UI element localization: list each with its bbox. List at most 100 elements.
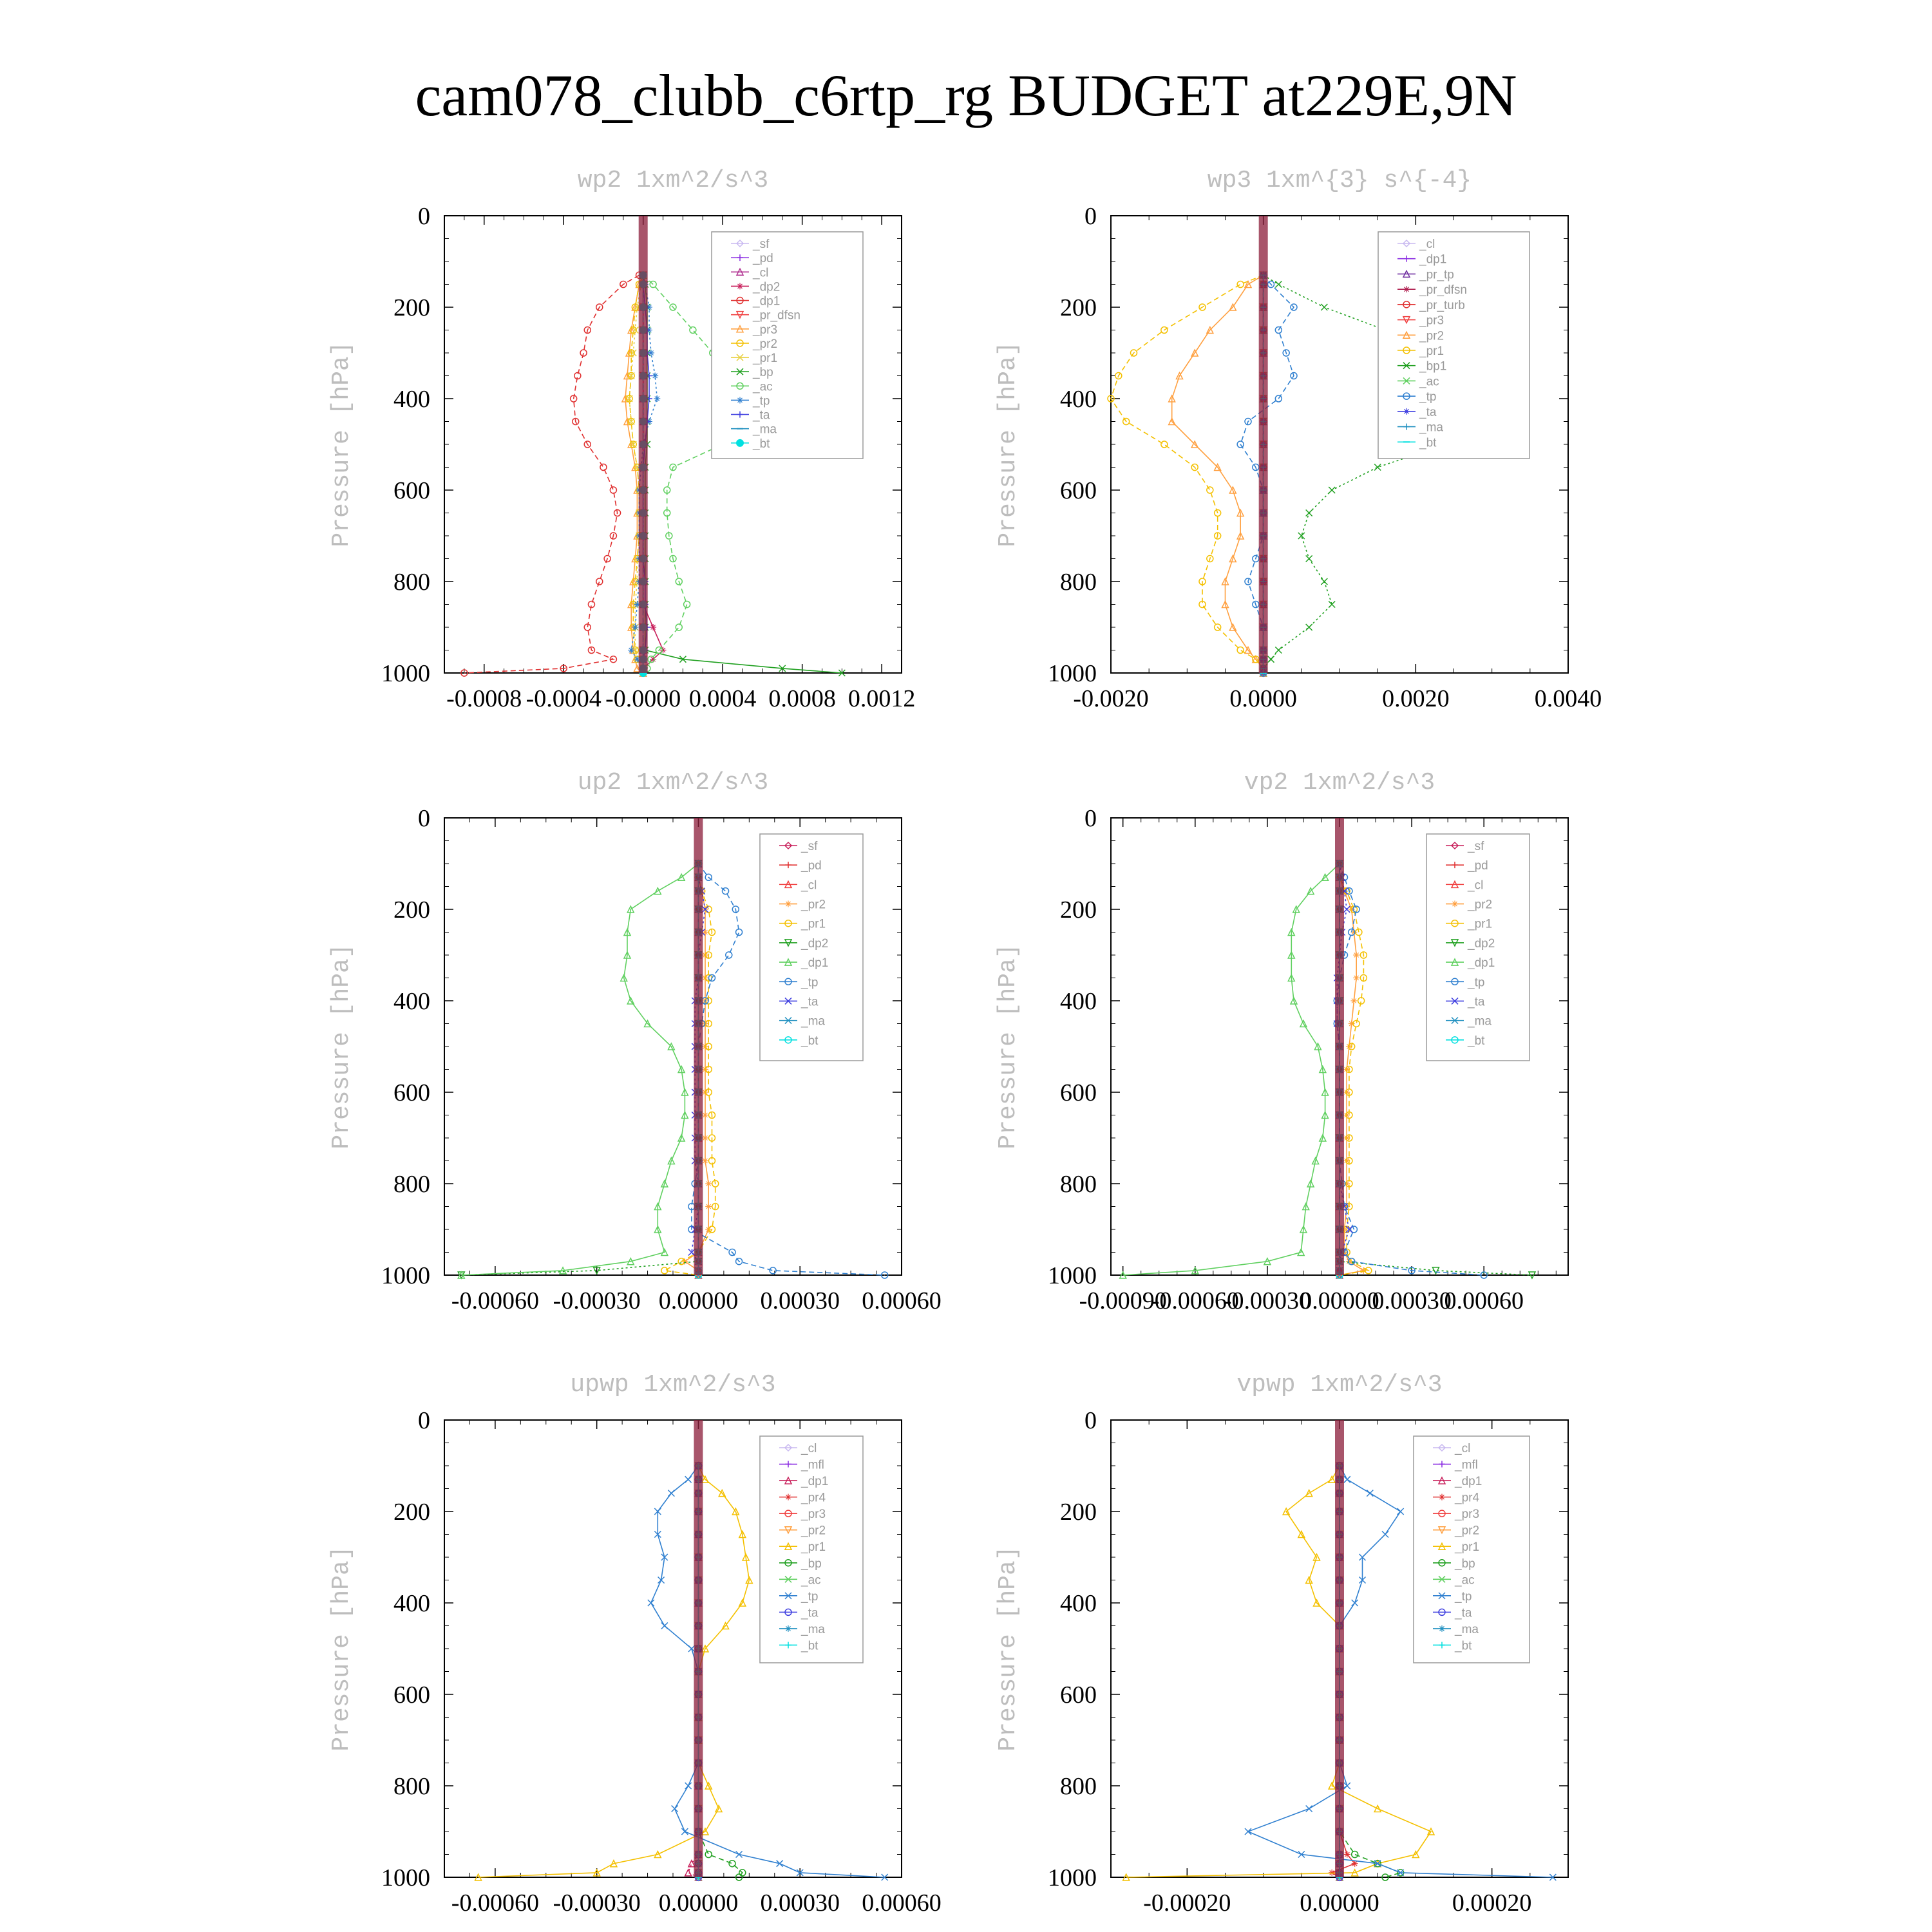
- series-point: [1168, 417, 1176, 426]
- series-line: [683, 864, 709, 1275]
- series-point: [1244, 578, 1252, 585]
- series-point: [688, 1248, 696, 1256]
- legend-label: _bt: [800, 1639, 819, 1653]
- y-tick-label: 600: [393, 1681, 430, 1709]
- legend-marker: [1438, 1559, 1446, 1567]
- series-point: [558, 1266, 567, 1274]
- chart-panel-3: up2 1xm^2/s^3 Pressure [hPa] 0 200 400 600 800…: [328, 769, 942, 1314]
- series-pr1: [1122, 1461, 1435, 1881]
- series-point: [654, 1508, 661, 1515]
- legend-label: _tp: [800, 1590, 818, 1604]
- legend-label: _cl: [1419, 238, 1435, 251]
- legend-marker: [736, 439, 744, 447]
- legend-marker: [1452, 900, 1458, 907]
- series-point: [1360, 1267, 1367, 1274]
- series-point: [1236, 280, 1244, 289]
- series-point: [1236, 646, 1244, 654]
- legend-label: _ta: [752, 409, 770, 422]
- series-point: [728, 1248, 736, 1256]
- legend-marker: [1450, 939, 1459, 947]
- series-point: [1355, 928, 1363, 936]
- legend-label: _cl: [1454, 1442, 1470, 1455]
- legend-marker: [1403, 423, 1410, 430]
- series-point: [1357, 997, 1365, 1005]
- series-point: [625, 395, 633, 402]
- series-point: [1327, 1781, 1336, 1790]
- series-point: [705, 1850, 712, 1859]
- legend-marker: [737, 397, 743, 404]
- legend-label: _tp: [1419, 390, 1436, 404]
- series-point: [1343, 1851, 1350, 1858]
- y-tick-label: 800: [393, 569, 430, 596]
- series-point: [1381, 1530, 1389, 1539]
- series-point: [1236, 508, 1245, 517]
- series-point: [663, 509, 671, 517]
- series-point: [688, 1645, 696, 1653]
- series-point: [745, 1575, 753, 1584]
- zero-series-band: [694, 818, 703, 1275]
- y-tick-label: 800: [1060, 569, 1097, 596]
- series-point: [1282, 349, 1290, 357]
- series-point: [1353, 952, 1360, 958]
- legend-label: _pr1: [800, 1540, 826, 1554]
- legend-marker: [785, 1642, 791, 1649]
- series-point: [648, 350, 655, 356]
- legend-box: [1378, 231, 1530, 459]
- legend-label: _pr3: [752, 323, 777, 337]
- series-point: [1358, 1553, 1367, 1561]
- series-point: [1274, 395, 1283, 402]
- series-point: [1345, 1258, 1352, 1265]
- legend-marker: [737, 254, 743, 261]
- series-point: [1328, 486, 1336, 494]
- series-point: [631, 326, 639, 334]
- series-dp1: [460, 271, 643, 677]
- series-line: [1339, 1466, 1403, 1878]
- series-point: [1345, 1111, 1353, 1119]
- series-bp: [1336, 1462, 1405, 1881]
- series-point: [1191, 463, 1198, 471]
- y-tick-label: 400: [393, 386, 430, 413]
- series-point: [687, 1859, 696, 1868]
- series-point: [627, 372, 635, 380]
- series-point: [1229, 554, 1237, 563]
- series-point: [1297, 1530, 1306, 1539]
- series-point: [1221, 577, 1229, 585]
- series-point: [718, 1488, 726, 1497]
- legend-marker: [784, 1575, 792, 1583]
- series-point: [1160, 440, 1168, 448]
- series-point: [1343, 1782, 1351, 1790]
- series-point: [1191, 1266, 1200, 1274]
- legend-marker: [784, 978, 792, 986]
- series-point: [675, 623, 683, 631]
- legend-marker: [1438, 1575, 1446, 1583]
- series-point: [776, 1860, 784, 1868]
- series-pr1: [661, 860, 719, 1279]
- series-line: [1122, 863, 1340, 1276]
- legend-marker: [1438, 1608, 1446, 1616]
- legend-marker: [785, 1461, 791, 1468]
- series-line: [1336, 863, 1350, 1275]
- series-point: [1175, 371, 1184, 380]
- series-point: [654, 395, 661, 402]
- series-point: [1350, 929, 1358, 936]
- legend-label: _pr1: [800, 918, 826, 931]
- series-point: [669, 303, 677, 311]
- series-point: [685, 1782, 692, 1790]
- series-point: [1292, 905, 1300, 913]
- series-point: [560, 665, 567, 672]
- series-point: [647, 1599, 655, 1607]
- series-point: [1351, 1599, 1359, 1607]
- series-point: [689, 326, 697, 334]
- series-point: [1314, 1042, 1322, 1050]
- series-point: [1358, 1576, 1367, 1584]
- series-point: [1350, 1868, 1359, 1877]
- series-point: [1305, 1804, 1313, 1813]
- series-point: [661, 1267, 668, 1274]
- legend-label: _pr1: [1467, 918, 1492, 931]
- series-point: [660, 1179, 669, 1188]
- series-point: [649, 280, 657, 289]
- series-point: [1343, 1180, 1350, 1187]
- series-point: [1321, 1110, 1329, 1119]
- y-axis-label: Pressure [hPa]: [328, 1546, 355, 1751]
